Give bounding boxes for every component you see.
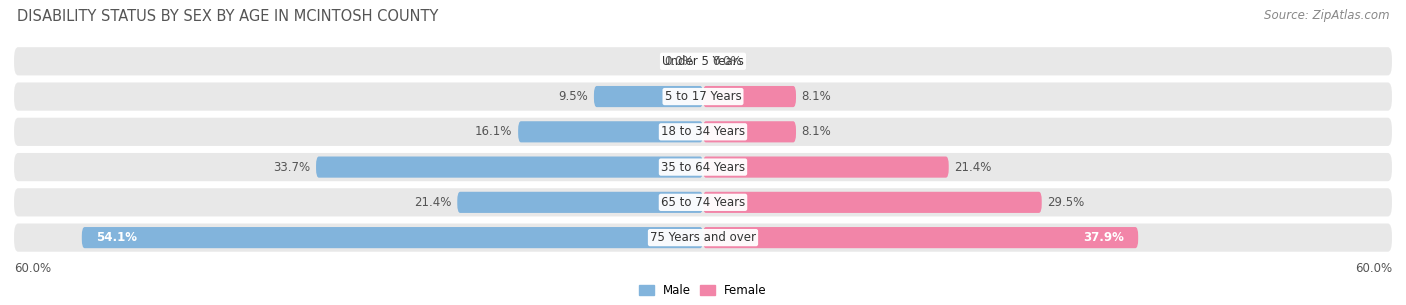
FancyBboxPatch shape bbox=[316, 156, 703, 178]
Text: 60.0%: 60.0% bbox=[1355, 262, 1392, 274]
Text: 65 to 74 Years: 65 to 74 Years bbox=[661, 196, 745, 209]
Text: Under 5 Years: Under 5 Years bbox=[662, 55, 744, 68]
FancyBboxPatch shape bbox=[14, 118, 1392, 146]
Text: 16.1%: 16.1% bbox=[475, 125, 512, 138]
Text: 21.4%: 21.4% bbox=[415, 196, 451, 209]
Text: DISABILITY STATUS BY SEX BY AGE IN MCINTOSH COUNTY: DISABILITY STATUS BY SEX BY AGE IN MCINT… bbox=[17, 9, 439, 24]
FancyBboxPatch shape bbox=[14, 47, 1392, 75]
Text: 21.4%: 21.4% bbox=[955, 161, 991, 174]
Text: 8.1%: 8.1% bbox=[801, 90, 831, 103]
Text: 9.5%: 9.5% bbox=[558, 90, 588, 103]
FancyBboxPatch shape bbox=[519, 121, 703, 142]
Legend: Male, Female: Male, Female bbox=[640, 284, 766, 297]
Text: 60.0%: 60.0% bbox=[14, 262, 51, 274]
FancyBboxPatch shape bbox=[703, 86, 796, 107]
Text: 8.1%: 8.1% bbox=[801, 125, 831, 138]
FancyBboxPatch shape bbox=[14, 82, 1392, 111]
FancyBboxPatch shape bbox=[593, 86, 703, 107]
Text: 29.5%: 29.5% bbox=[1047, 196, 1084, 209]
FancyBboxPatch shape bbox=[14, 224, 1392, 252]
Text: 75 Years and over: 75 Years and over bbox=[650, 231, 756, 244]
FancyBboxPatch shape bbox=[457, 192, 703, 213]
FancyBboxPatch shape bbox=[703, 156, 949, 178]
FancyBboxPatch shape bbox=[14, 188, 1392, 217]
Text: Source: ZipAtlas.com: Source: ZipAtlas.com bbox=[1264, 9, 1389, 22]
FancyBboxPatch shape bbox=[703, 121, 796, 142]
FancyBboxPatch shape bbox=[703, 192, 1042, 213]
Text: 5 to 17 Years: 5 to 17 Years bbox=[665, 90, 741, 103]
Text: 54.1%: 54.1% bbox=[96, 231, 136, 244]
Text: 18 to 34 Years: 18 to 34 Years bbox=[661, 125, 745, 138]
Text: 0.0%: 0.0% bbox=[664, 55, 693, 68]
FancyBboxPatch shape bbox=[14, 153, 1392, 181]
FancyBboxPatch shape bbox=[703, 227, 1139, 248]
Text: 37.9%: 37.9% bbox=[1084, 231, 1125, 244]
Text: 33.7%: 33.7% bbox=[273, 161, 311, 174]
Text: 35 to 64 Years: 35 to 64 Years bbox=[661, 161, 745, 174]
FancyBboxPatch shape bbox=[82, 227, 703, 248]
Text: 0.0%: 0.0% bbox=[713, 55, 742, 68]
